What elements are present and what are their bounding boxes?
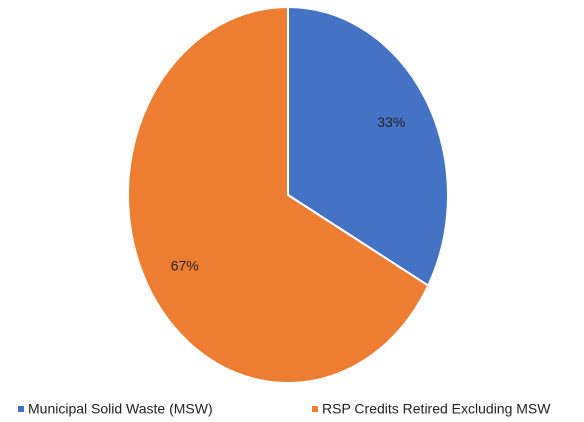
- legend-swatch: [312, 406, 318, 412]
- legend-label: RSP Credits Retired Excluding MSW: [322, 401, 551, 417]
- legend-label: Municipal Solid Waste (MSW): [28, 401, 213, 417]
- pie-slice: [127, 5, 430, 384]
- data-label: 33%: [377, 114, 405, 130]
- legend-swatch: [18, 406, 24, 412]
- data-label: 67%: [171, 257, 199, 273]
- pie-slice: [287, 5, 449, 288]
